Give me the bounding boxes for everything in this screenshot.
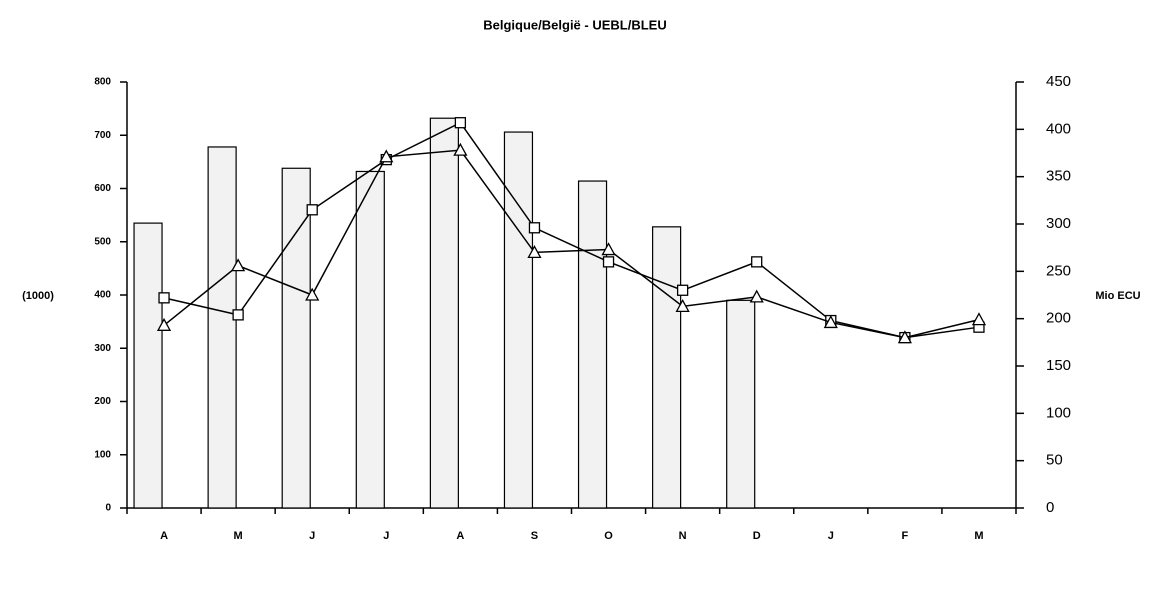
marker-triangle [453, 142, 468, 156]
marker-triangle [379, 149, 394, 163]
marker-square [454, 117, 467, 129]
line [163, 149, 980, 339]
y2-tick-label: 400 [1046, 120, 1071, 137]
bar [652, 226, 682, 509]
marker-triangle [897, 330, 912, 344]
marker-triangle [305, 287, 320, 301]
x-tick-label: A [160, 530, 168, 542]
marker-square [158, 292, 170, 304]
bar [207, 146, 237, 509]
y-tick-label: 500 [94, 236, 111, 247]
y2-axis-label: Mio ECU [1095, 290, 1140, 302]
chart-title: Belgique/België - UEBL/BLEU [483, 17, 666, 32]
marker-square [751, 256, 763, 268]
line [163, 121, 980, 339]
x-tick-label: S [531, 530, 538, 542]
marker-triangle [971, 312, 987, 326]
marker-triangle [601, 242, 616, 256]
marker-triangle [527, 245, 542, 259]
bar [577, 180, 608, 509]
marker-triangle [231, 258, 246, 272]
marker-triangle [675, 299, 690, 313]
y2-tick-label: 150 [1046, 357, 1071, 374]
x-tick-label: J [828, 530, 834, 542]
x-tick-label: D [753, 530, 761, 542]
bar [355, 170, 385, 509]
x-tick-label: F [902, 530, 909, 542]
y-tick-label: 300 [94, 343, 111, 354]
y-tick-label: 100 [94, 449, 111, 460]
y2-tick-label: 300 [1046, 215, 1071, 232]
x-tick-label: J [383, 530, 389, 542]
y-tick-label: 600 [94, 183, 111, 194]
y2-tick-label: 200 [1046, 310, 1071, 327]
marker-triangle [749, 289, 764, 303]
x-tick-label: M [234, 530, 243, 542]
bar [429, 117, 459, 509]
x-tick-label: M [974, 530, 983, 542]
marker-square [602, 256, 615, 268]
y-tick-label: 400 [94, 290, 111, 301]
marker-square [528, 222, 541, 234]
y2-tick-label: 100 [1046, 404, 1071, 421]
y2-tick-label: 450 [1046, 73, 1071, 90]
bar [726, 299, 756, 509]
bar [503, 131, 534, 509]
y2-tick-label: 50 [1046, 452, 1063, 469]
bar [133, 222, 163, 509]
x-tick-label: A [456, 530, 464, 542]
y-tick-label: 800 [94, 77, 111, 88]
x-tick-label: J [309, 530, 315, 542]
y-tick-label: 0 [105, 503, 111, 514]
marker-square [306, 204, 318, 216]
bar [281, 167, 311, 509]
y-tick-label: 200 [94, 396, 111, 407]
marker-square [232, 309, 244, 321]
marker-triangle [823, 315, 838, 329]
y-axis-label: (1000) [22, 290, 54, 302]
y-tick-label: 700 [94, 130, 111, 141]
marker-triangle [156, 317, 172, 331]
y2-tick-label: 250 [1046, 262, 1071, 279]
x-tick-label: N [679, 530, 687, 542]
x-tick-label: O [604, 530, 613, 542]
y2-tick-label: 350 [1046, 168, 1071, 185]
marker-square [676, 284, 689, 296]
y2-tick-label: 0 [1046, 499, 1054, 516]
